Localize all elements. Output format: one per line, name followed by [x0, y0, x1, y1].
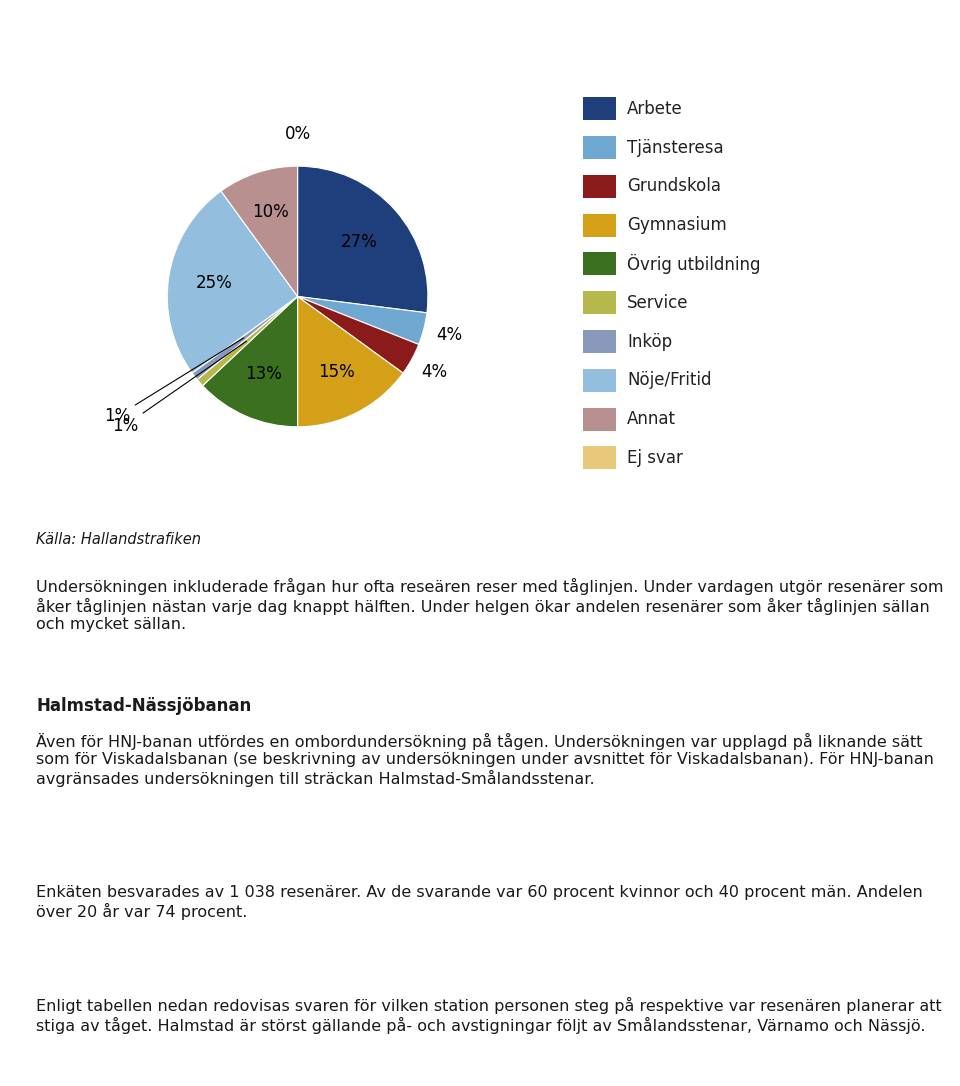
- Bar: [584, 136, 616, 159]
- Text: 1%: 1%: [104, 338, 244, 426]
- Wedge shape: [192, 296, 298, 379]
- Text: Gymnasium: Gymnasium: [627, 216, 727, 235]
- Text: 13%: 13%: [246, 365, 282, 383]
- Wedge shape: [167, 191, 298, 374]
- Bar: [584, 330, 616, 353]
- Wedge shape: [203, 296, 298, 427]
- Wedge shape: [298, 296, 427, 344]
- Text: VISKADALSBANAN: ÄRENDEFÖRDELNING VARDAG: VISKADALSBANAN: ÄRENDEFÖRDELNING VARDAG: [169, 30, 791, 51]
- Wedge shape: [298, 296, 419, 374]
- Bar: [584, 446, 616, 469]
- Bar: [584, 252, 616, 276]
- Text: Övrig utbildning: Övrig utbildning: [627, 254, 760, 274]
- Text: 4%: 4%: [421, 363, 447, 381]
- Text: Arbete: Arbete: [627, 100, 683, 117]
- Wedge shape: [197, 296, 298, 386]
- Bar: [584, 407, 616, 430]
- Bar: [584, 369, 616, 392]
- Text: Ej svar: Ej svar: [627, 449, 683, 467]
- Bar: [584, 175, 616, 198]
- Text: 1%: 1%: [111, 341, 247, 434]
- Text: 10%: 10%: [252, 203, 289, 222]
- Wedge shape: [298, 166, 428, 313]
- Text: Enligt tabellen nedan redovisas svaren för vilken station personen steg på respe: Enligt tabellen nedan redovisas svaren f…: [36, 997, 942, 1034]
- Text: Enkäten besvarades av 1 038 resenärer. Av de svarande var 60 procent kvinnor och: Enkäten besvarades av 1 038 resenärer. A…: [36, 885, 924, 920]
- Text: 27%: 27%: [341, 233, 377, 251]
- Text: 15%: 15%: [318, 363, 354, 381]
- Text: Inköp: Inköp: [627, 332, 672, 351]
- Text: Service: Service: [627, 293, 688, 312]
- Text: Källa: Hallandstrafiken: Källa: Hallandstrafiken: [36, 532, 202, 547]
- Text: Nöje/Fritid: Nöje/Fritid: [627, 371, 711, 389]
- Bar: [584, 291, 616, 314]
- Bar: [584, 214, 616, 237]
- Text: Tjänsteresa: Tjänsteresa: [627, 139, 724, 156]
- Text: 4%: 4%: [436, 327, 462, 344]
- Text: Undersökningen inkluderade frågan hur ofta reseären reser med tåglinjen. Under v: Undersökningen inkluderade frågan hur of…: [36, 578, 944, 632]
- Text: Även för HNJ-banan utfördes en ombordundersökning på tågen. Undersökningen var u: Även för HNJ-banan utfördes en ombordund…: [36, 733, 934, 787]
- Wedge shape: [298, 296, 403, 427]
- Text: Annat: Annat: [627, 411, 676, 428]
- Text: Grundskola: Grundskola: [627, 177, 721, 195]
- Wedge shape: [221, 166, 298, 296]
- Text: 25%: 25%: [196, 275, 232, 292]
- Bar: [584, 98, 616, 121]
- Text: Halmstad-Nässjöbanan: Halmstad-Nässjöbanan: [36, 697, 252, 716]
- Text: 0%: 0%: [284, 125, 311, 142]
